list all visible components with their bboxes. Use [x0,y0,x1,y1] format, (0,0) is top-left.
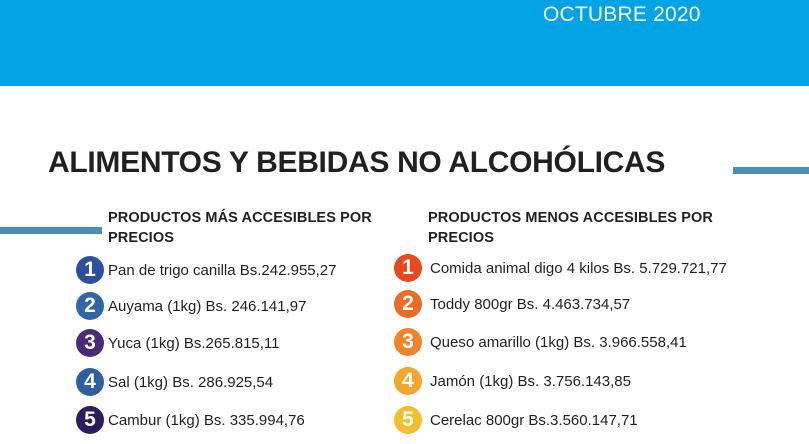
report-date: OCTUBRE 2020 [543,3,701,26]
product-price: Auyama (1kg) Bs. 246.141,97 [108,297,307,315]
list-item: 4 Jamón (1kg) Bs. 3.756.143,85 [394,367,631,395]
rank-badge: 5 [76,406,104,434]
least-accessible-heading-line1: PRODUCTOS MENOS ACCESIBLES POR [428,210,713,226]
most-accessible-section: PRODUCTOS MÁS ACCESIBLES POR PRECIOS 1 P… [76,208,408,434]
least-accessible-section: PRODUCTOS MENOS ACCESIBLES POR PRECIOS 1… [394,208,768,434]
most-accessible-heading: PRODUCTOS MÁS ACCESIBLES POR PRECIOS [108,208,408,248]
rank-badge: 3 [76,329,104,357]
top-banner: OCTUBRE 2020 [0,0,809,86]
rank-badge: 1 [394,254,422,282]
list-item: 2 Auyama (1kg) Bs. 246.141,97 [76,292,307,320]
list-item: 3 Yuca (1kg) Bs.265.815,11 [76,329,280,357]
list-item: 1 Comida animal digo 4 kilos Bs. 5.729.7… [394,254,727,282]
rank-badge: 5 [394,406,422,434]
rank-badge: 2 [76,292,104,320]
rank-badge: 4 [394,367,422,395]
product-price: Cerelac 800gr Bs.3.560.147,71 [430,411,638,429]
least-accessible-heading: PRODUCTOS MENOS ACCESIBLES POR PRECIOS [428,208,768,248]
product-price: Queso amarillo (1kg) Bs. 3.966.558,41 [430,333,687,351]
most-accessible-heading-line2: PRECIOS [108,230,174,246]
product-price: Sal (1kg) Bs. 286.925,54 [108,373,274,391]
rank-badge: 3 [394,328,422,356]
list-item: 2 Toddy 800gr Bs. 4.463.734,57 [394,290,631,318]
rank-badge: 2 [394,290,422,318]
page-title: ALIMENTOS Y BEBIDAS NO ALCOHÓLICAS [48,146,666,179]
list-item: 3 Queso amarillo (1kg) Bs. 3.966.558,41 [394,328,687,356]
product-price: Yuca (1kg) Bs.265.815,11 [108,334,280,352]
title-accent-bar [733,167,809,174]
section-accent-bar [0,227,102,234]
least-accessible-heading-line2: PRECIOS [428,230,494,246]
product-price: Toddy 800gr Bs. 4.463.734,57 [430,295,631,313]
list-item: 4 Sal (1kg) Bs. 286.925,54 [76,368,274,396]
list-item: 5 Cerelac 800gr Bs.3.560.147,71 [394,406,638,434]
list-item: 1 Pan de trigo canilla Bs.242.955,27 [76,256,337,284]
rank-badge: 4 [76,368,104,396]
product-price: Cambur (1kg) Bs. 335.994,76 [108,411,305,429]
most-accessible-heading-line1: PRODUCTOS MÁS ACCESIBLES POR [108,210,372,226]
product-price: Pan de trigo canilla Bs.242.955,27 [108,261,337,279]
product-price: Comida animal digo 4 kilos Bs. 5.729.721… [430,259,727,277]
product-price: Jamón (1kg) Bs. 3.756.143,85 [430,372,631,390]
list-item: 5 Cambur (1kg) Bs. 335.994,76 [76,406,305,434]
rank-badge: 1 [76,256,104,284]
